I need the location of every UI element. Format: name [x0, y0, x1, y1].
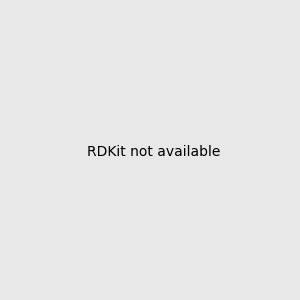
Text: RDKit not available: RDKit not available: [87, 145, 220, 158]
